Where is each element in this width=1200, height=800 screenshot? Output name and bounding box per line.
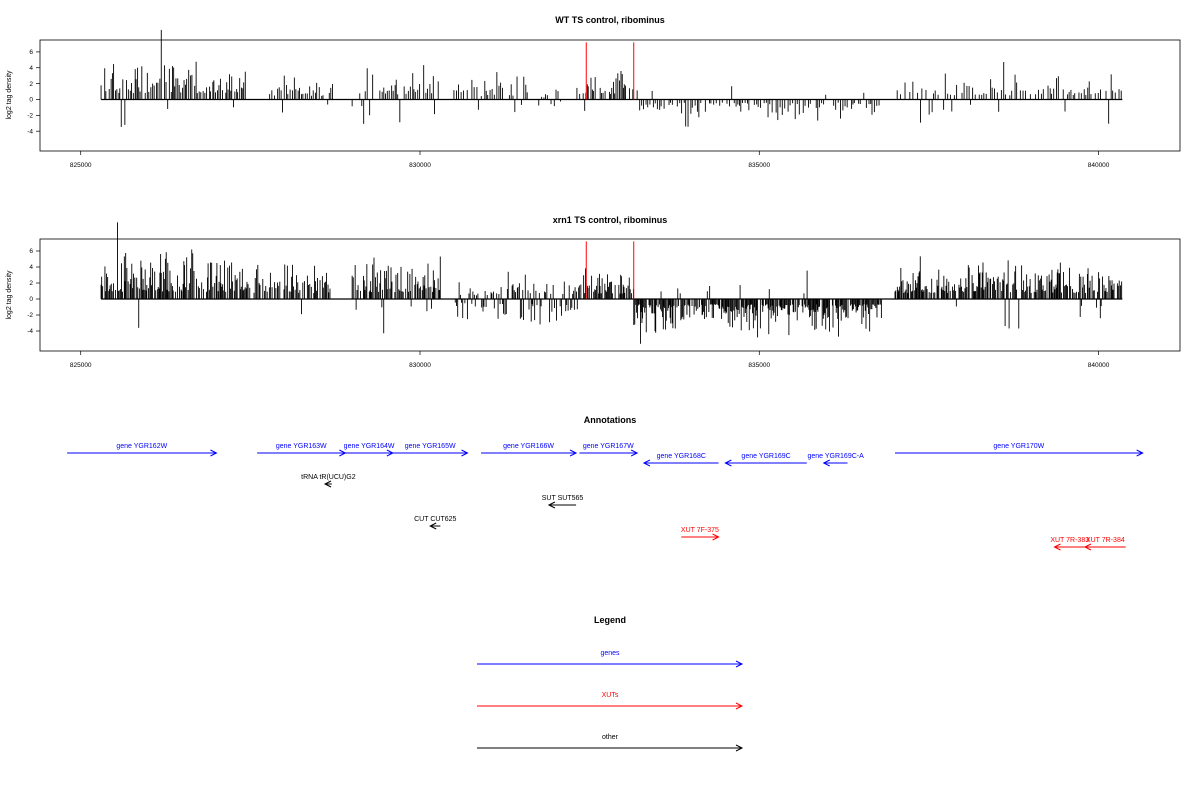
annotation-gene: gene YGR165W [392,443,469,457]
legend-label: XUTs [602,692,619,699]
annotation-gene: gene YGR166W [481,443,578,457]
xrn1-x-axis: 825000 830000 835000 840000 [70,351,1110,369]
x-tick-label: 825000 [70,162,92,169]
y-tick-label: -2 [27,113,33,120]
arrowhead-icon [735,744,744,752]
xrn1-plot-frame [39,238,1181,352]
feature-label: gene YGR168C [657,453,706,460]
xrn1-y-axis: -4 -2 0 2 4 6 [27,248,40,335]
y-tick-label: 0 [29,296,33,303]
y-tick-label: 0 [29,97,33,104]
arrowhead-icon [642,459,651,467]
x-tick-label: 835000 [748,162,770,169]
annotation-gene: gene YGR164W [344,443,395,457]
xrn1-signal-bars [100,222,1123,344]
x-tick-label: 835000 [748,362,770,369]
feature-label: XUT 7R-383 [1050,537,1089,544]
annotation-xut: XUT 7R-383 [1050,537,1089,551]
arrowhead-icon [1136,449,1144,457]
xrn1-y-axis-label: log2 tag density [6,270,13,320]
arrowhead-icon [569,449,578,457]
legend-entry: genes [477,650,744,668]
annotation-gene: gene YGR167W [579,443,639,457]
wt-track-title: WT TS control, ribominus [555,15,665,25]
feature-label: SUT SUT565 [542,495,584,502]
arrowhead-icon [1053,543,1061,551]
xrn1-track-title: xrn1 TS control, ribominus [553,215,668,225]
wt-track-panel: WT TS control, ribominus log2 tag densit… [6,15,1181,169]
y-tick-label: 2 [29,280,33,287]
y-tick-label: 6 [29,49,33,56]
y-tick-label: -2 [27,312,33,319]
feature-label: gene YGR169C-A [807,453,864,460]
wt-y-axis-label: log2 tag density [6,70,13,120]
feature-label: gene YGR169C [741,453,790,460]
annotation-gene: gene YGR169C [724,453,807,467]
annotation-gene: gene YGR169C-A [807,453,864,467]
x-tick-label: 840000 [1088,362,1110,369]
annotations-panel: Annotations gene YGR162W gene YGR163W gene… [67,415,1144,551]
feature-label: gene YGR162W [116,443,167,450]
annotation-xut: XUT 7R-384 [1083,537,1126,551]
x-tick-label: 830000 [409,362,431,369]
legend-entry: XUTs [477,692,744,710]
annotation-other: SUT SUT565 [542,495,584,509]
arrowhead-icon [630,449,639,457]
legend-label: genes [600,650,620,657]
annotation-other: CUT CUT625 [414,516,457,530]
xrn1-track-panel: xrn1 TS control, ribominus log2 tag dens… [6,215,1181,369]
annotations-title: Annotations [584,415,637,425]
wt-y-axis: -4 -2 0 2 4 6 [27,49,40,135]
feature-label: XUT 7R-384 [1086,537,1125,544]
arrowhead-icon [735,702,744,710]
arrowhead-icon [822,459,830,467]
wt-region-markers [585,42,635,100]
legend-entry: other [477,734,744,752]
arrowhead-icon [429,522,437,530]
annotation-gene: gene YGR168C [642,453,719,467]
arrowhead-icon [724,459,732,467]
arrowhead-icon [1083,543,1092,551]
wt-signal-bars [100,29,1122,127]
y-tick-label: 6 [29,248,33,255]
y-tick-label: 4 [29,65,33,72]
feature-label: gene YGR167W [583,443,634,450]
arrowhead-icon [461,449,469,457]
feature-label: gene YGR170W [993,443,1044,450]
legend-entries: genes XUTs other [477,650,744,752]
annotation-gene: gene YGR170W [895,443,1144,457]
legend-title: Legend [594,615,626,625]
x-tick-label: 825000 [70,362,92,369]
feature-label: gene YGR163W [276,443,327,450]
annotation-xut: XUT 7F-375 [681,527,720,541]
arrowhead-icon [712,533,720,541]
feature-label: gene YGR166W [503,443,554,450]
arrowhead-icon [323,480,332,488]
feature-label: gene YGR165W [405,443,456,450]
x-tick-label: 840000 [1088,162,1110,169]
arrowhead-icon [210,449,218,457]
annotation-gene: gene YGR162W [67,443,218,457]
wt-x-axis: 825000 830000 835000 840000 [70,151,1110,169]
y-tick-label: 4 [29,264,33,271]
xrn1-region-markers [585,241,635,299]
annotation-other: tRNA tR(UCU)G2 [301,474,356,488]
y-tick-label: -4 [27,328,33,335]
wt-plot-frame [39,39,1181,152]
arrowhead-icon [547,501,556,509]
feature-label: CUT CUT625 [414,516,456,523]
legend-panel: Legend genes XUTs other [477,615,744,752]
x-tick-label: 830000 [409,162,431,169]
y-tick-label: 2 [29,81,33,88]
feature-label: gene YGR164W [344,443,395,450]
arrowhead-icon [735,660,744,668]
annotation-features: gene YGR162W gene YGR163W gene YGR164W gene… [67,443,1144,551]
feature-label: tRNA tR(UCU)G2 [301,474,356,481]
y-tick-label: -4 [27,128,33,135]
annotation-gene: gene YGR163W [257,443,347,457]
feature-label: XUT 7F-375 [681,527,719,534]
legend-label: other [602,734,619,741]
